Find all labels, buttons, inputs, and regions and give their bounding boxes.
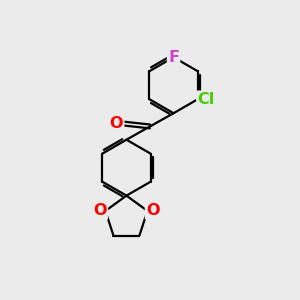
Text: F: F [168, 50, 179, 65]
Text: O: O [93, 203, 107, 218]
Text: O: O [146, 203, 160, 218]
Text: Cl: Cl [197, 92, 214, 107]
Text: O: O [110, 116, 123, 131]
